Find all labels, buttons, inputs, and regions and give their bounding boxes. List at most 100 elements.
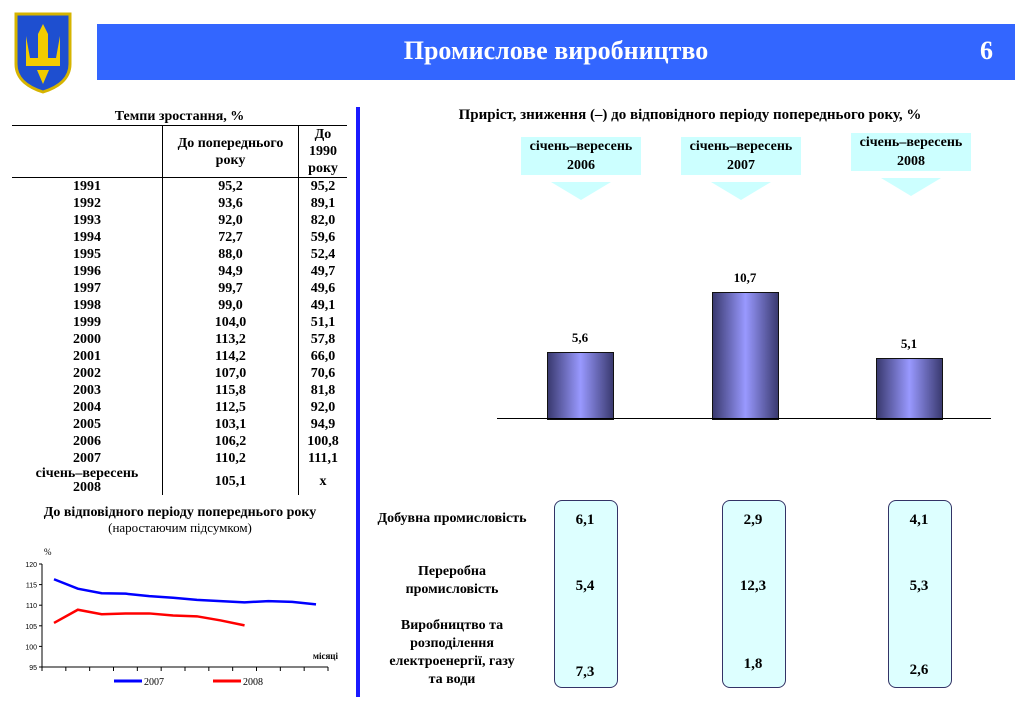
bar-axis bbox=[497, 418, 991, 419]
value-cell: 106,2 bbox=[162, 433, 299, 450]
value-cell: 70,6 bbox=[310, 366, 336, 381]
value-cell: 89,1 bbox=[310, 196, 336, 211]
bar-label: 5,1 bbox=[900, 335, 918, 351]
value-cell: 104,0 bbox=[162, 314, 299, 331]
series-line-2008 bbox=[53, 608, 245, 627]
period-label: січень–вересень 2007 bbox=[681, 137, 801, 175]
value-cell: 51,1 bbox=[310, 315, 336, 330]
breakdown-box bbox=[888, 500, 952, 688]
line-chart-title: До відповідного періоду попереднього рок… bbox=[43, 505, 317, 520]
period-year: 2006 bbox=[567, 158, 595, 173]
period-year: 2007 bbox=[727, 158, 755, 173]
year-cell: 2005 bbox=[12, 416, 163, 433]
bar-label: 10,7 bbox=[733, 269, 757, 285]
y-tick-label: 120 bbox=[25, 562, 37, 569]
growth-value: 7,3 bbox=[575, 664, 595, 680]
growth-value: 5,4 bbox=[575, 578, 595, 594]
header-bar: Промислове виробництво 6 bbox=[97, 24, 1015, 80]
value-cell: 92,0 bbox=[162, 212, 299, 229]
value-cell: 99,0 bbox=[162, 297, 299, 314]
y-tick-label: 100 bbox=[25, 644, 37, 651]
year-cell: 2006 bbox=[12, 433, 163, 450]
period-label: січень–вересень 2008 bbox=[851, 133, 971, 171]
value-cell: 88,0 bbox=[162, 246, 299, 263]
year-cell: 1997 bbox=[12, 280, 163, 297]
col-header: До 1990 року bbox=[308, 127, 338, 176]
value-cell: 100,8 bbox=[307, 434, 339, 449]
growth-table: Темпи зростання, % До попереднього року Д… bbox=[12, 108, 347, 495]
y-tick-label: 110 bbox=[26, 603, 37, 610]
industry-label: Виробництво та розподілення електроенерг… bbox=[389, 618, 515, 687]
growth-value: 2,9 bbox=[743, 512, 763, 528]
series-line-2007 bbox=[53, 578, 317, 606]
table-title: Темпи зростання, % bbox=[114, 109, 245, 124]
year-cell: 2004 bbox=[12, 399, 163, 416]
bar-chart-title: Приріст, зниження (–) до відповідного пе… bbox=[458, 107, 922, 123]
bar bbox=[712, 291, 779, 420]
coat-of-arms-logo bbox=[12, 10, 74, 94]
table-row: 1994 72,7 59,6 bbox=[12, 229, 347, 246]
table-row: 2007 110,2 111,1 bbox=[12, 450, 347, 467]
value-cell: 99,7 bbox=[162, 280, 299, 297]
value-cell: 94,9 bbox=[310, 417, 336, 432]
value-cell: 112,5 bbox=[162, 399, 299, 416]
value-cell: 81,8 bbox=[310, 383, 336, 398]
year-cell: 2002 bbox=[12, 365, 163, 382]
breakdown-box bbox=[554, 500, 618, 688]
table-row: січень–вересень 2008 105,1 х bbox=[12, 467, 347, 495]
year-cell: січень–вересень 2008 bbox=[12, 467, 163, 495]
table-row: 1995 88,0 52,4 bbox=[12, 246, 347, 263]
value-cell: 95,2 bbox=[310, 179, 336, 194]
bar-label: 5,6 bbox=[571, 329, 589, 345]
year-cell: 1995 bbox=[12, 246, 163, 263]
growth-value: 12,3 bbox=[739, 578, 767, 594]
value-cell: 103,1 bbox=[162, 416, 299, 433]
year-cell: 2007 bbox=[12, 450, 163, 467]
value-cell: 94,9 bbox=[162, 263, 299, 280]
year-cell: 1993 bbox=[12, 212, 163, 229]
value-cell: х bbox=[319, 473, 327, 489]
value-cell: 59,6 bbox=[310, 230, 336, 245]
year-cell: 2003 bbox=[12, 382, 163, 399]
table-row: 1993 92,0 82,0 bbox=[12, 212, 347, 229]
growth-value: 4,1 bbox=[909, 512, 929, 528]
value-cell: 52,4 bbox=[310, 247, 336, 262]
value-cell: 111,1 bbox=[308, 451, 338, 466]
col-header: До попереднього року bbox=[162, 125, 299, 178]
year-cell: 1998 bbox=[12, 297, 163, 314]
industry-label: Переробна промисловість bbox=[405, 564, 499, 597]
industry-label: Добувна промисловість bbox=[377, 511, 527, 526]
value-cell: 92,0 bbox=[310, 400, 336, 415]
table-row: 1997 99,7 49,6 bbox=[12, 280, 347, 297]
arrow-down-icon bbox=[711, 182, 771, 200]
growth-value: 2,6 bbox=[909, 662, 929, 678]
value-cell: 82,0 bbox=[310, 213, 336, 228]
page-title: Промислове виробництво bbox=[403, 36, 709, 65]
period-label-text: січень–вересень bbox=[529, 139, 633, 154]
table-row: 2000 113,2 57,8 bbox=[12, 331, 347, 348]
value-cell: 110,2 bbox=[162, 450, 299, 467]
table-row: 2005 103,1 94,9 bbox=[12, 416, 347, 433]
page-number: 6 bbox=[980, 36, 993, 65]
breakdown-box bbox=[722, 500, 786, 688]
value-cell: 66,0 bbox=[310, 349, 336, 364]
divider bbox=[356, 107, 360, 697]
value-cell: 49,7 bbox=[310, 264, 336, 279]
value-cell: 115,8 bbox=[162, 382, 299, 399]
y-axis-label: % bbox=[44, 547, 52, 557]
x-axis-label: місяці bbox=[313, 651, 339, 661]
year-cell: 1994 bbox=[12, 229, 163, 246]
table-row: 2001 114,2 66,0 bbox=[12, 348, 347, 365]
bar bbox=[547, 351, 614, 420]
year-cell: 2001 bbox=[12, 348, 163, 365]
growth-value: 1,8 bbox=[743, 656, 763, 672]
value-cell: 57,8 bbox=[310, 332, 336, 347]
legend-label: 2007 bbox=[144, 677, 164, 688]
table-row: 1999 104,0 51,1 bbox=[12, 314, 347, 331]
growth-value: 5,3 bbox=[909, 578, 929, 594]
value-cell: 114,2 bbox=[162, 348, 299, 365]
legend-label: 2008 bbox=[243, 677, 263, 688]
y-tick-label: 95 bbox=[29, 665, 37, 672]
value-cell: 49,1 bbox=[310, 298, 336, 313]
arrow-down-icon bbox=[881, 178, 941, 196]
